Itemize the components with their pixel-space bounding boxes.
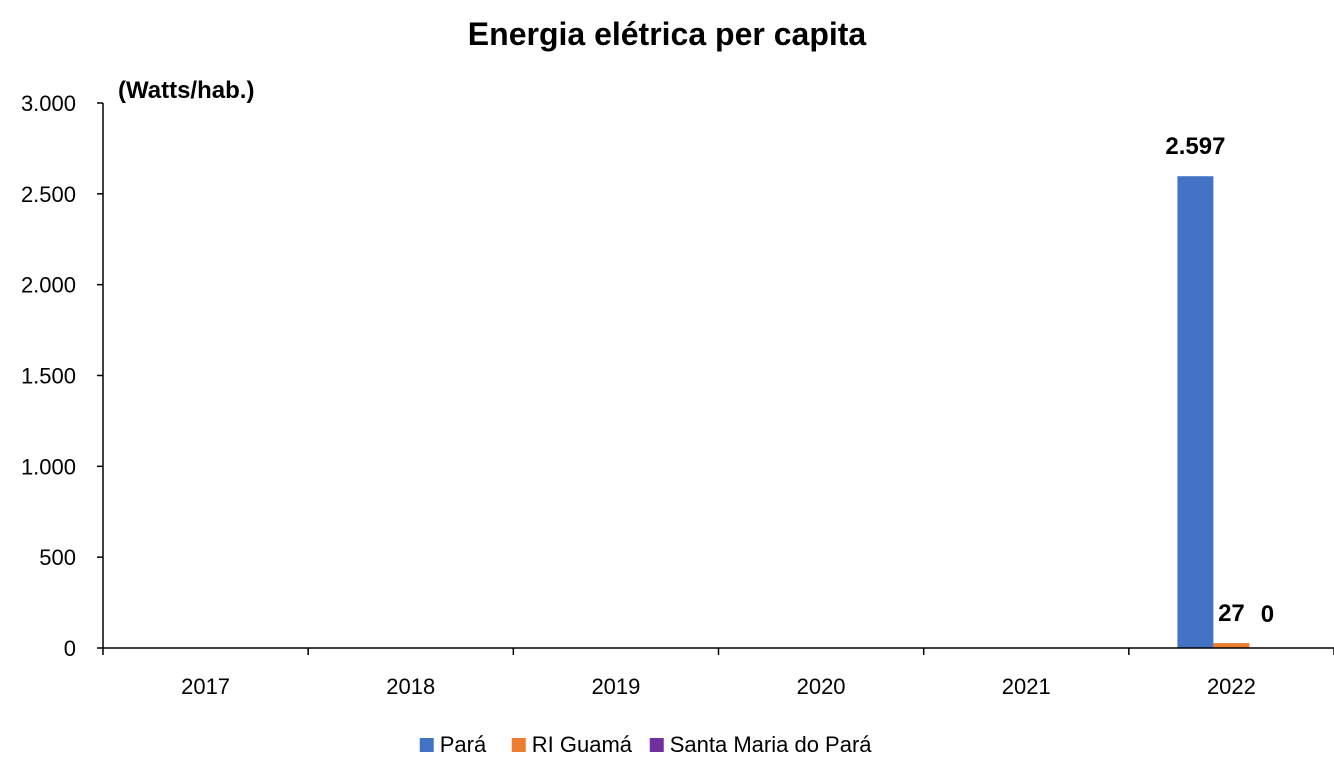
x-tick-label: 2021 [1002, 674, 1051, 699]
data-label: 0 [1261, 601, 1274, 628]
legend-swatch [649, 738, 664, 752]
y-tick-label: 2.000 [21, 273, 76, 298]
bars-group [1177, 176, 1250, 648]
data-label: 27 [1218, 600, 1245, 627]
legend-swatch [511, 738, 526, 752]
chart-title: Energia elétrica per capita [468, 16, 867, 52]
y-axis-unit-label: (Watts/hab.) [118, 77, 254, 104]
y-tick-label: 1.000 [21, 454, 76, 479]
x-axis-ticks: 2017 2018 2019 2020 2021 2022 [102, 648, 1334, 699]
legend-label: Pará [440, 732, 487, 757]
bar-ri-guamá [1213, 643, 1250, 648]
y-tick-label: 3.000 [21, 91, 76, 116]
x-tick-label: 2019 [591, 674, 640, 699]
data-label: 2.597 [1165, 133, 1225, 160]
y-tick-label: 0 [64, 636, 76, 661]
y-axis-ticks: 0 500 1.000 1.500 2.000 2.500 3.000 [21, 91, 103, 661]
x-tick-label: 2017 [181, 674, 230, 699]
y-tick-label: 500 [39, 545, 76, 570]
x-tick-label: 2022 [1207, 674, 1256, 699]
legend-label: RI Guamá [532, 732, 633, 757]
y-tick-label: 1.500 [21, 364, 76, 389]
bar-pará [1177, 176, 1214, 648]
data-labels-group: 2.597 27 0 [1165, 133, 1274, 628]
y-tick-label: 2.500 [21, 182, 76, 207]
legend-swatch [419, 738, 434, 752]
legend: Pará RI Guamá Santa Maria do Pará [419, 732, 873, 757]
legend-label: Santa Maria do Pará [670, 732, 873, 757]
x-tick-label: 2020 [797, 674, 846, 699]
x-tick-label: 2018 [386, 674, 435, 699]
